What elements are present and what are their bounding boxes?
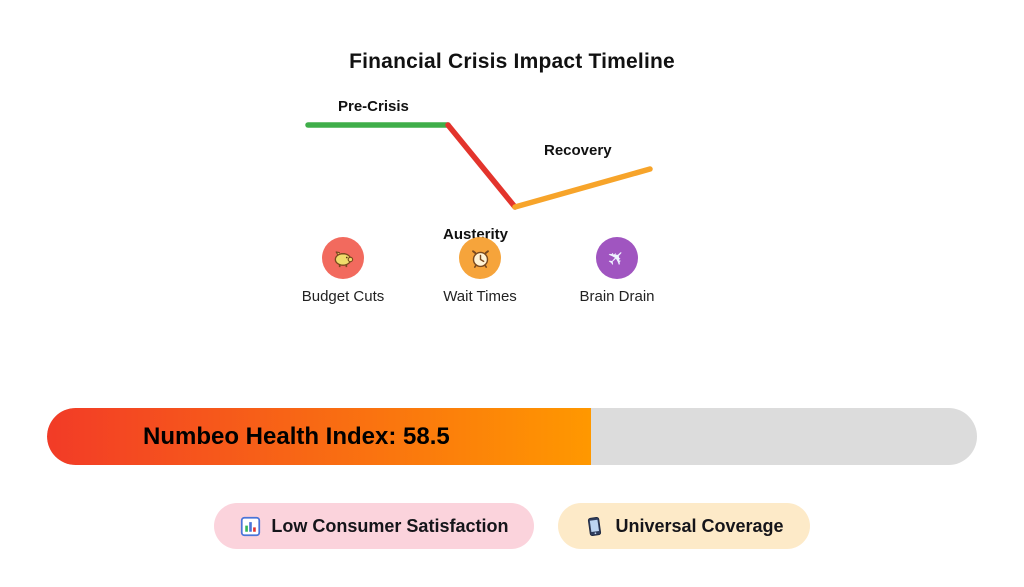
badge-label: Low Consumer Satisfaction — [271, 515, 509, 536]
badge-label: Universal Coverage — [615, 515, 784, 536]
piggy-bank-icon — [334, 250, 353, 267]
impact-brain-drain: ✈ Brain Drain — [542, 237, 692, 305]
recovery-line — [512, 166, 653, 210]
impact-label: Brain Drain — [579, 288, 655, 305]
austerity-line — [445, 122, 518, 210]
phase-label-pre-crisis: Pre-Crisis — [338, 98, 409, 115]
budget-cuts-circle — [322, 237, 364, 279]
crisis-timeline: Pre-Crisis Recovery Austerity — [300, 95, 660, 245]
impact-label: Wait Times — [443, 288, 517, 305]
page-title: Financial Crisis Impact Timeline — [349, 50, 675, 73]
impact-budget-cuts: Budget Cuts — [268, 237, 418, 305]
mobile-phone-icon — [588, 516, 602, 536]
phase-label-austerity: Austerity — [443, 226, 509, 243]
impact-wait-times: Wait Times — [405, 237, 555, 305]
badge-universal-coverage: Universal Coverage — [558, 503, 810, 549]
badge-low-consumer-satisfaction: Low Consumer Satisfaction — [214, 503, 535, 549]
impact-label: Budget Cuts — [301, 288, 385, 305]
health-index-label: Numbeo Health Index: 58.5 — [143, 422, 450, 450]
phase-label-recovery: Recovery — [544, 142, 612, 159]
timeline-lines — [305, 122, 653, 210]
health-index-fill: Numbeo Health Index: 58.5 — [47, 408, 592, 465]
brain-drain-circle: ✈ — [596, 237, 638, 279]
bar-chart-icon — [241, 516, 261, 536]
wait-times-circle — [459, 237, 501, 279]
health-index-bar: Numbeo Health Index: 58.5 — [47, 408, 977, 465]
airplane-icon: ✈ — [602, 243, 632, 273]
alarm-clock-icon — [471, 249, 489, 268]
badge-row: Low Consumer Satisfaction Universal Cove… — [0, 503, 1024, 549]
